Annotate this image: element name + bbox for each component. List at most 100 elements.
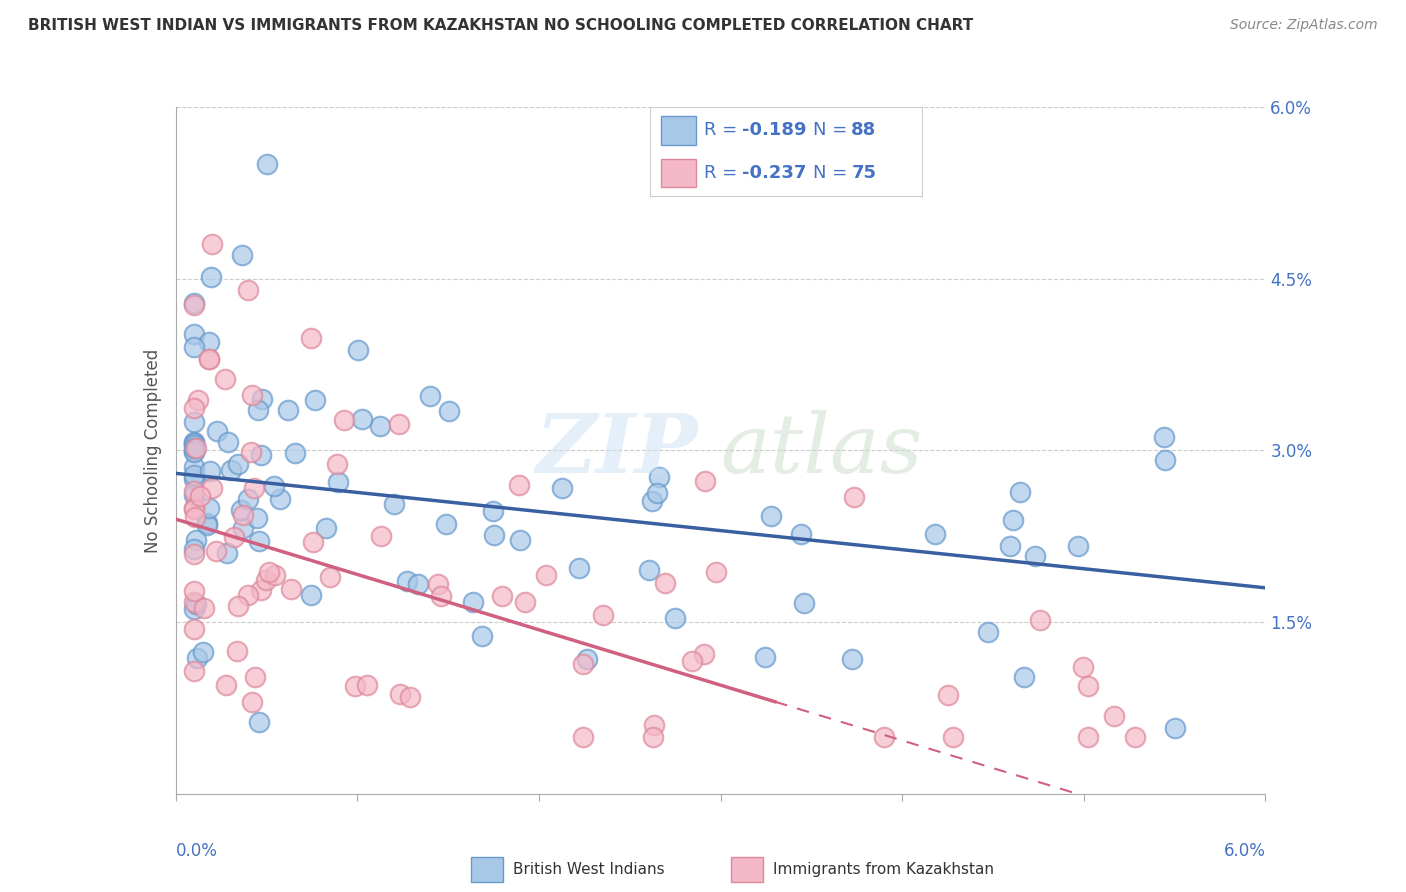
Point [936,688,959,702]
Point [1154,452,1177,467]
Point [195,516,218,530]
Point [754,650,776,665]
Point [201,237,224,252]
Point [326,457,349,471]
Point [183,602,205,616]
Point [284,446,307,460]
Point [183,472,205,486]
Bar [661,159,696,187]
Point [232,508,254,522]
Point [214,372,236,386]
Point [184,442,207,456]
Point [205,544,228,558]
Point [509,533,531,547]
Point [704,565,727,579]
Point [1071,660,1094,674]
Point [183,665,205,679]
Point [319,569,342,583]
Point [1012,670,1035,684]
Text: British West Indians: British West Indians [513,863,665,877]
Point [198,351,221,366]
Point [759,508,782,523]
Point [188,489,211,503]
Point [183,547,205,561]
Point [508,477,530,491]
Point [183,467,205,482]
Point [183,501,205,516]
Text: 75: 75 [852,164,876,182]
Point [638,563,661,577]
Point [942,730,965,744]
Point [183,327,205,342]
Text: -0.189: -0.189 [742,121,807,139]
Bar [661,116,696,145]
Point [793,596,815,610]
Point [183,295,205,310]
Point [681,654,703,668]
Point [198,351,221,366]
Point [240,444,263,458]
Point [389,687,412,701]
Point [183,441,205,455]
Point [247,534,270,549]
Point [236,491,259,506]
Point [1123,730,1146,744]
Point [183,541,205,556]
Point [977,625,1000,640]
Point [1001,513,1024,527]
Text: N =: N = [813,164,853,182]
Point [368,419,391,434]
Point [231,248,253,262]
Point [256,157,278,171]
Point [247,715,270,730]
Text: 6.0%: 6.0% [1223,842,1265,860]
Point [430,589,453,603]
Point [264,568,287,582]
Point [592,608,614,623]
Point [664,610,686,624]
Point [183,444,205,458]
Point [382,496,405,510]
Point [242,482,264,496]
Point [461,595,484,609]
Text: atlas: atlas [721,410,922,491]
Point [183,583,205,598]
Point [183,415,205,429]
Point [1024,549,1046,564]
Point [551,481,574,495]
Text: ZIP: ZIP [536,410,699,491]
Point [183,622,205,636]
Point [1010,485,1032,500]
Point [183,444,205,458]
Point [217,546,239,560]
Point [183,340,205,354]
Point [534,568,557,582]
Point [571,657,593,672]
Point [1000,539,1022,553]
Point [184,533,207,547]
Point [243,669,266,683]
Point [842,490,865,504]
Point [568,561,591,575]
Point [184,597,207,611]
Point [648,470,671,484]
Point [1077,730,1099,744]
Point [332,413,354,427]
Point [183,438,205,452]
Point [406,576,429,591]
Point [280,582,302,596]
Point [250,582,273,597]
Y-axis label: No Schooling Completed: No Schooling Completed [143,349,162,552]
Point [263,479,285,493]
Point [277,403,299,417]
Point [695,475,717,489]
Point [240,388,263,402]
Point [1066,539,1088,553]
Point [515,595,537,609]
Text: R =: R = [704,164,744,182]
Point [250,392,273,406]
Point [238,283,260,297]
Point [299,588,322,602]
Point [254,573,277,587]
Point [222,530,245,544]
